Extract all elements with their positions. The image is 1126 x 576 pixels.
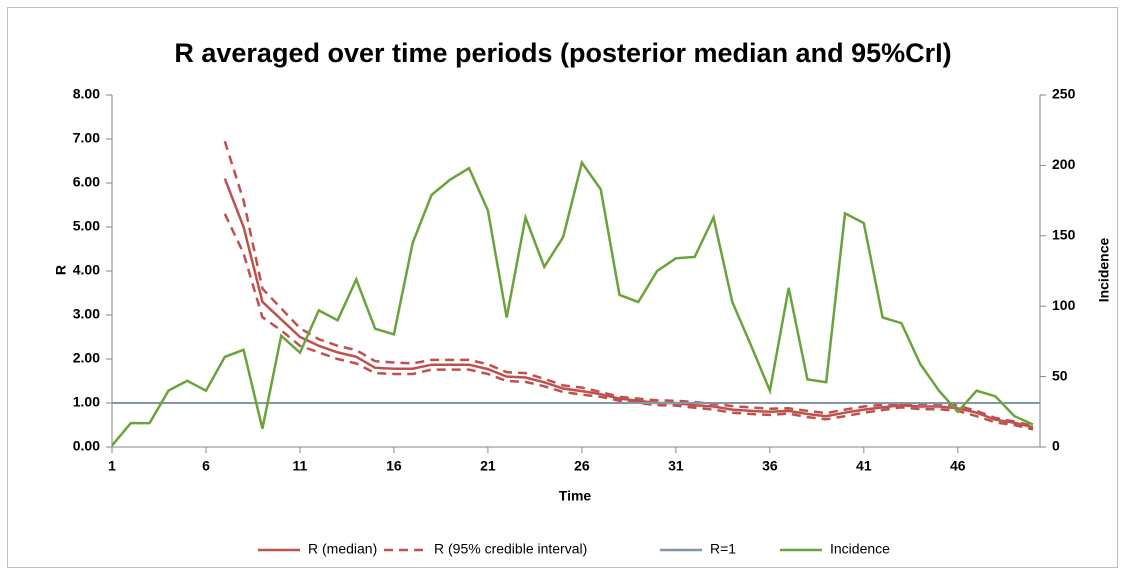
y-tick-label: 8.00	[73, 86, 100, 102]
x-tick-label: 46	[950, 458, 966, 474]
x-tick-label: 41	[856, 458, 872, 474]
y-axis-title: R	[53, 265, 69, 275]
x-tick-label: 11	[293, 458, 308, 474]
x-axis-title: Time	[559, 488, 592, 504]
y-tick-label: 1.00	[73, 394, 100, 410]
series-line	[223, 178, 1034, 429]
y-tick-label: 4.00	[73, 262, 100, 278]
y-tick-label: 6.00	[73, 174, 100, 190]
y-tick-label: 5.00	[73, 218, 100, 234]
legend-label: R=1	[710, 541, 736, 557]
x-tick-label: 26	[574, 458, 590, 474]
y2-tick-label: 200	[1052, 156, 1076, 172]
y-tick-label: 7.00	[73, 130, 100, 146]
y-tick-label: 0.00	[73, 438, 100, 454]
y2-tick-label: 150	[1052, 227, 1076, 243]
x-tick-label: 1	[108, 458, 116, 474]
y2-tick-label: 100	[1052, 297, 1076, 313]
y-tick-label: 3.00	[73, 306, 100, 322]
x-tick-label: 6	[202, 458, 210, 474]
x-tick-label: 16	[386, 458, 402, 474]
y2-axis-title: Incidence	[1096, 238, 1112, 303]
chart-title: R averaged over time periods (posterior …	[174, 38, 951, 68]
y2-tick-label: 0	[1052, 438, 1060, 454]
legend-label: R (median)	[308, 541, 377, 557]
x-tick-label: 36	[762, 458, 778, 474]
ci-upper-line	[223, 140, 1034, 428]
legend-label: Incidence	[830, 541, 890, 557]
y2-tick-label: 250	[1052, 86, 1076, 102]
ci-lower-line	[223, 213, 1034, 431]
x-tick-label: 21	[480, 458, 496, 474]
x-tick-label: 31	[668, 458, 684, 474]
chart-frame	[7, 7, 1118, 568]
legend-label: R (95% credible interval)	[434, 541, 587, 557]
y-tick-label: 2.00	[73, 350, 100, 366]
y2-tick-label: 50	[1052, 367, 1068, 383]
series-line	[111, 159, 1034, 447]
